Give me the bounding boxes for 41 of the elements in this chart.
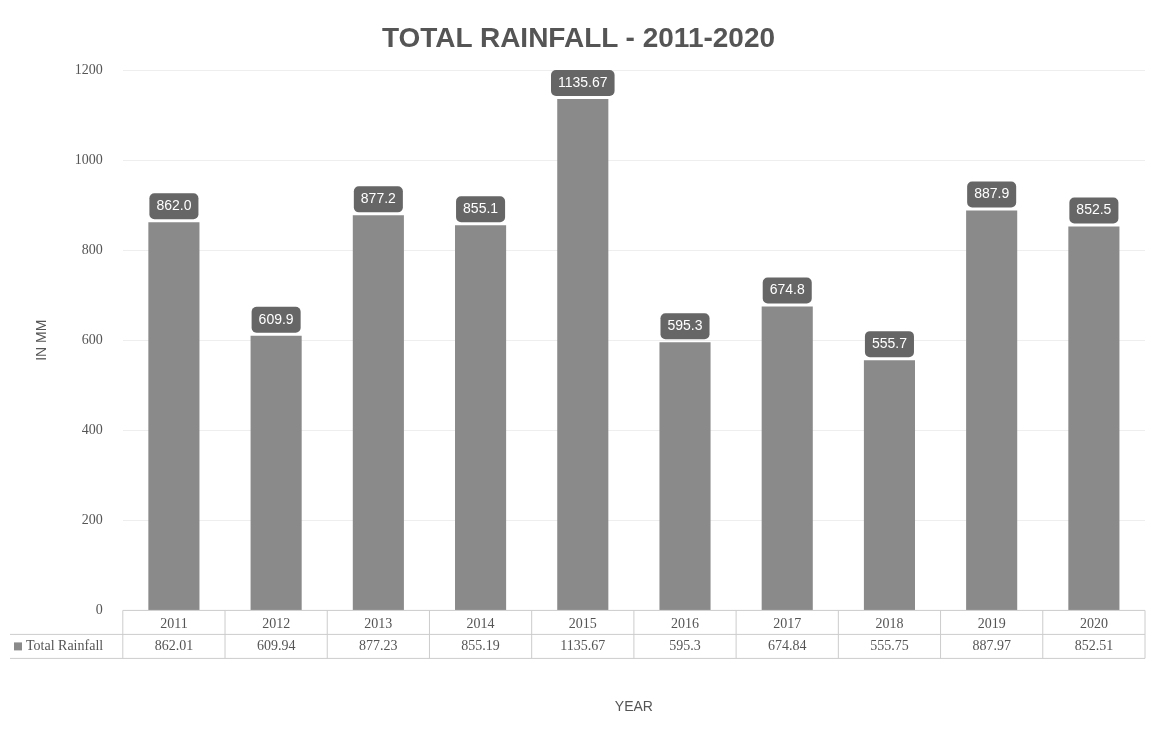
y-tick-label: 400 xyxy=(81,421,103,437)
y-tick-label: 600 xyxy=(81,331,103,347)
y-tick-label: 1200 xyxy=(74,61,103,77)
x-tick-label: 2013 xyxy=(364,616,393,632)
y-axis-title: IN MM xyxy=(33,319,50,361)
x-tick-label: 2016 xyxy=(671,616,700,632)
x-tick-label: 2011 xyxy=(160,616,188,632)
x-tick-label: 2015 xyxy=(568,616,597,632)
data-label: 555.75 xyxy=(870,638,909,654)
annotation: 887.9 xyxy=(974,185,1010,202)
data-label: 877.23 xyxy=(359,638,398,654)
data-label: 595.3 xyxy=(669,638,701,654)
data-label: 1135.67 xyxy=(560,638,606,654)
annotation: 674.8 xyxy=(769,281,805,298)
x-tick-label: 2017 xyxy=(773,616,802,632)
x-tick-label: 2019 xyxy=(977,616,1006,632)
y-tick-label: 200 xyxy=(81,512,103,528)
data-label: 852.51 xyxy=(1074,638,1114,654)
x-tick-label: 2020 xyxy=(1079,616,1108,632)
data-label: 887.97 xyxy=(972,638,1011,654)
legend-label: Total Rainfall xyxy=(26,638,104,654)
data-label: 855.19 xyxy=(461,638,500,654)
y-tick-label: 1000 xyxy=(74,151,103,167)
chart-title: TOTAL RAINFALL - 2011-2020 xyxy=(380,22,777,54)
x-tick-label: 2012 xyxy=(262,616,291,632)
x-axis-title: YEAR xyxy=(614,698,653,715)
annotation: 1135.67 xyxy=(558,73,608,90)
y-tick-label: 0 xyxy=(95,602,103,618)
annotation: 555.7 xyxy=(871,334,908,351)
data-label: 609.94 xyxy=(256,638,296,654)
annotation: 877.2 xyxy=(360,190,397,207)
x-tick-label: 2018 xyxy=(875,616,904,632)
x-tick-label: 2014 xyxy=(466,616,495,632)
y-tick-label: 800 xyxy=(81,241,103,257)
annotation: 862.0 xyxy=(156,197,192,214)
annotation: 852.5 xyxy=(1076,201,1112,218)
annotation: 855.1 xyxy=(463,200,499,217)
annotation: 609.9 xyxy=(258,310,294,327)
data-label: 862.01 xyxy=(154,638,194,654)
annotation: 595.3 xyxy=(667,317,703,334)
data-label: 674.84 xyxy=(767,638,807,654)
